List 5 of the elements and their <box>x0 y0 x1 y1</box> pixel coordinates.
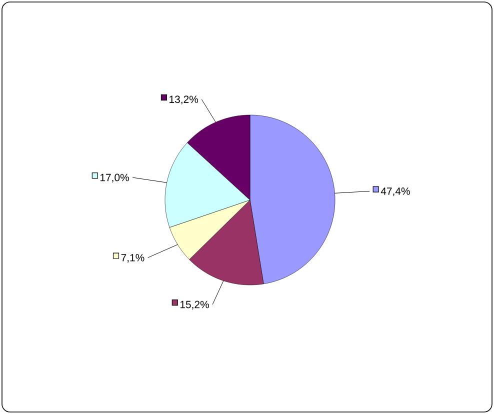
data-label: 7,1% <box>121 254 144 263</box>
data-label: 47,4% <box>380 188 410 196</box>
data-label: 17,0% <box>100 174 129 182</box>
data-label: 15,2% <box>180 300 209 310</box>
data-label: 13,2% <box>170 96 198 104</box>
